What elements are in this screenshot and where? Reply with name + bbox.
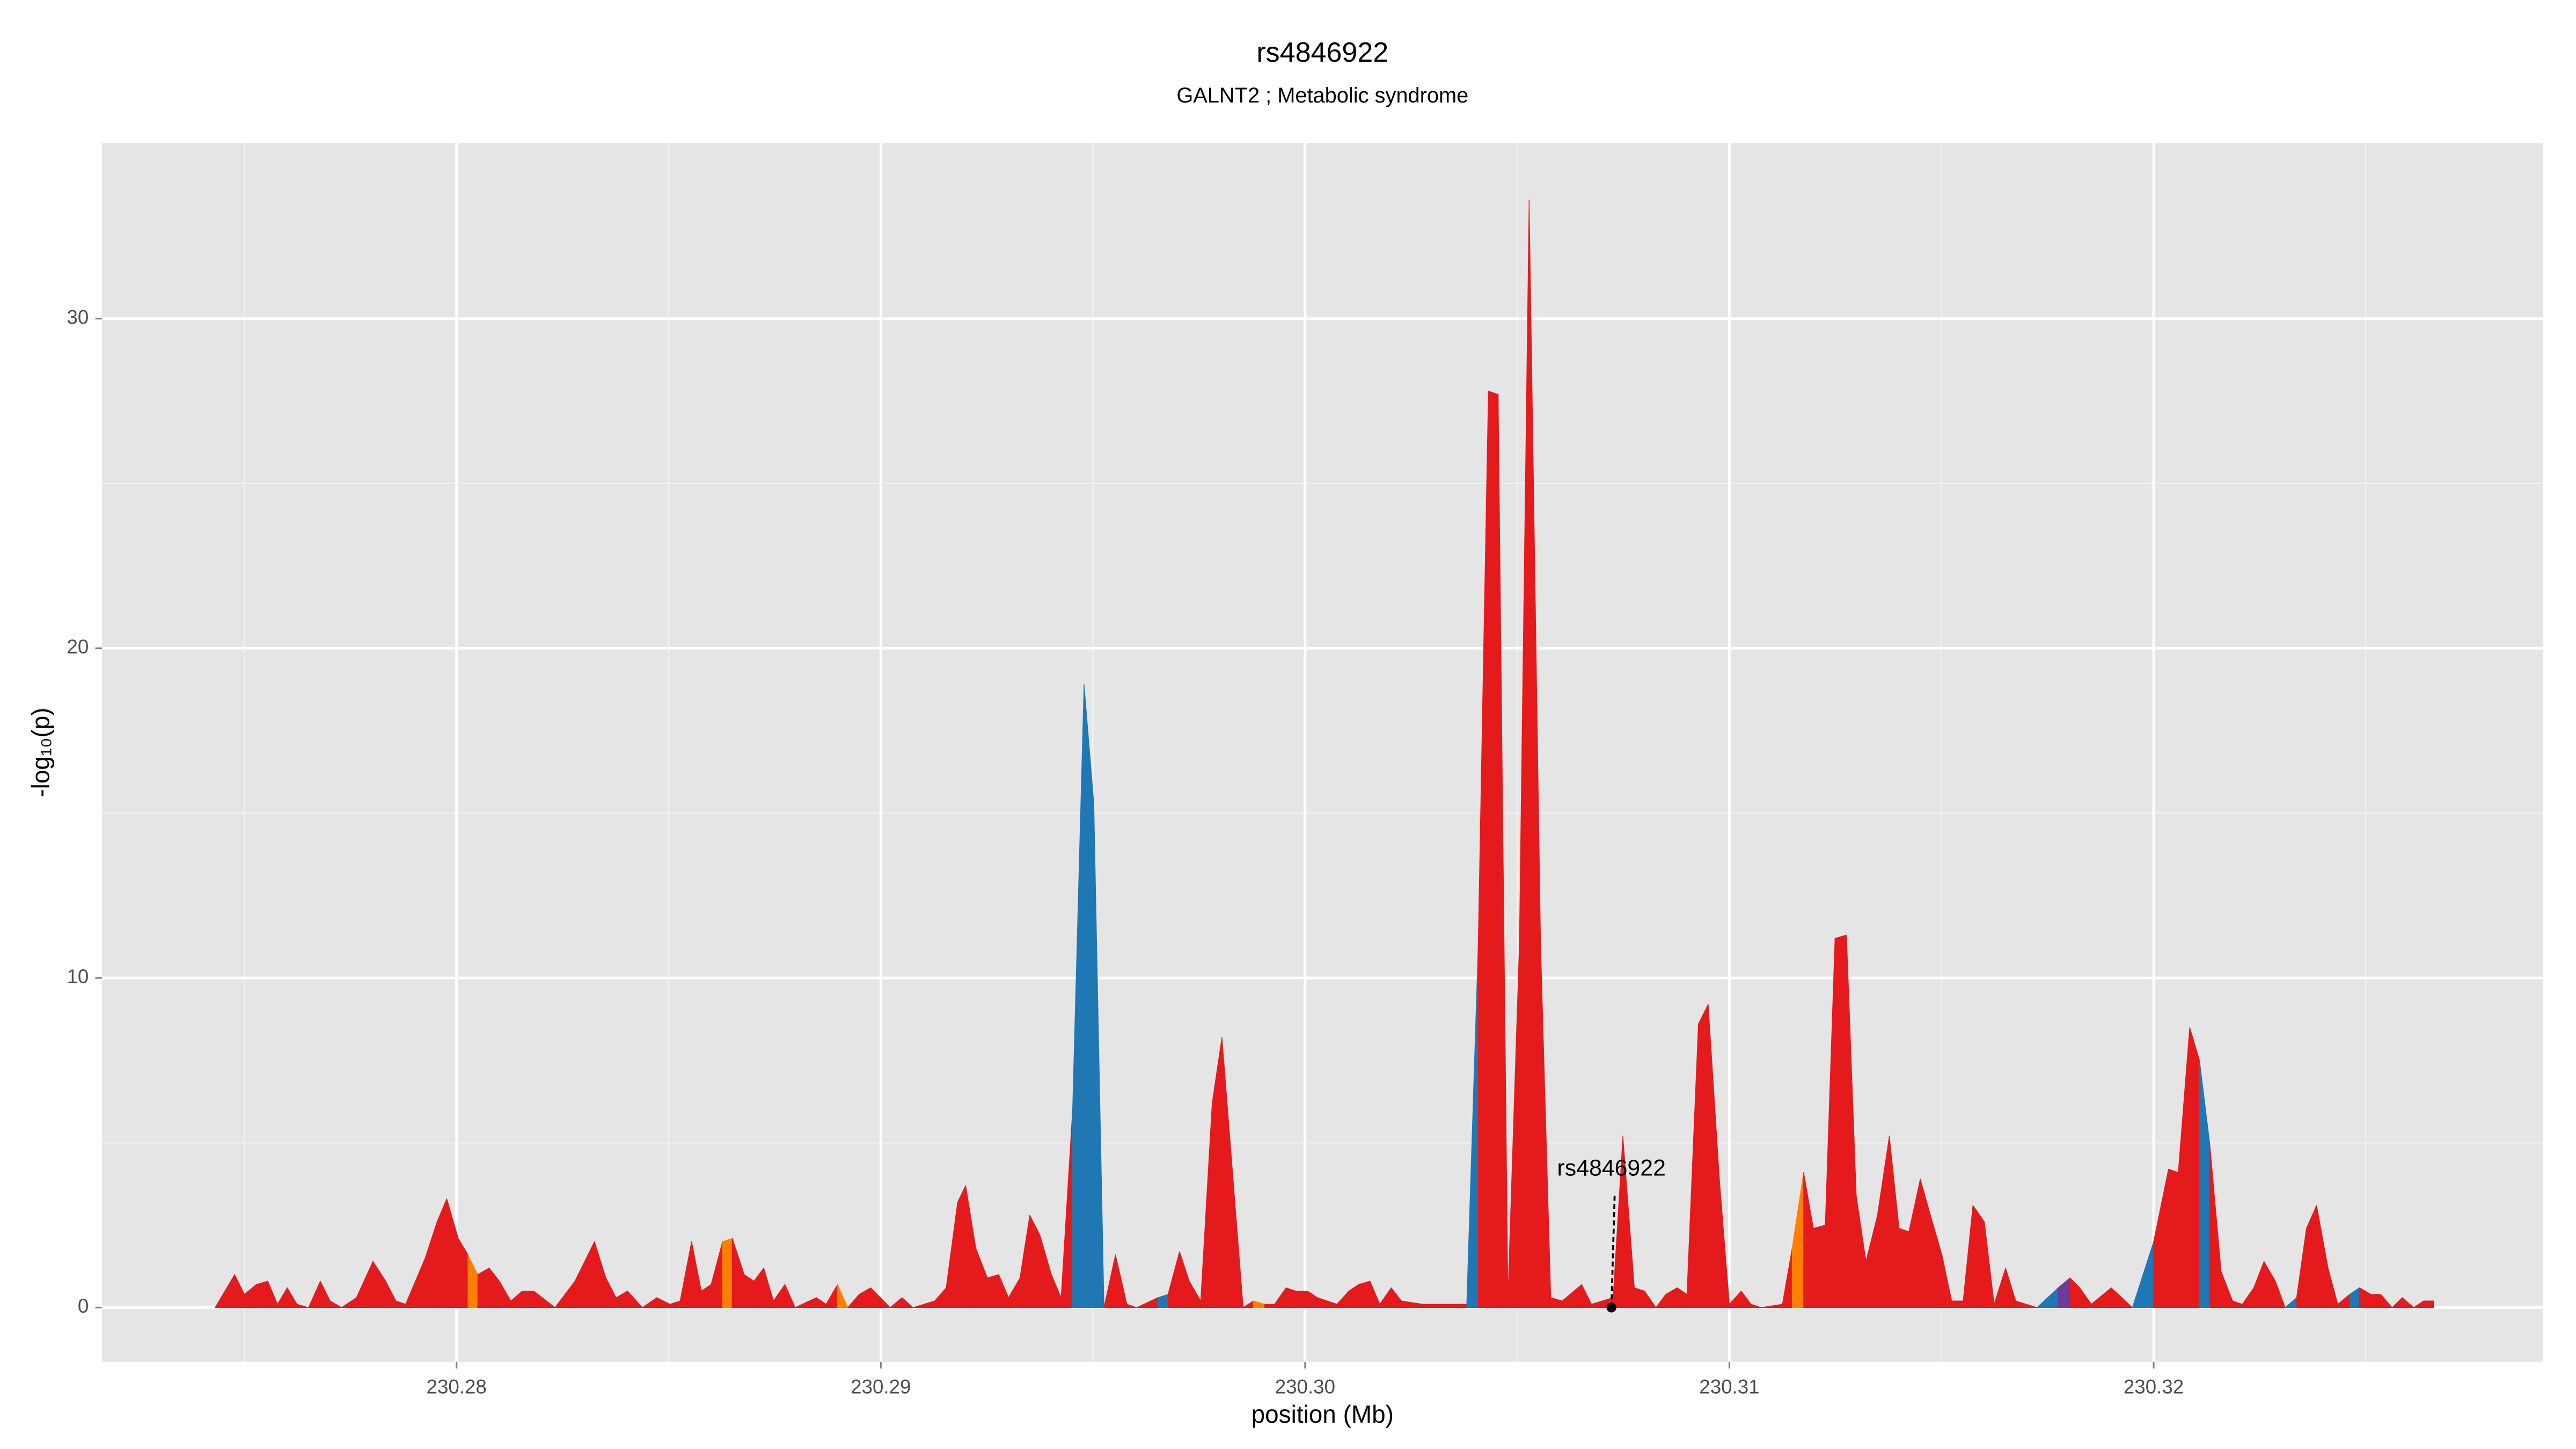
area-segment <box>1422 1304 1445 1308</box>
area-segment <box>2189 1027 2200 1308</box>
area-segment <box>722 1238 733 1308</box>
area-segment <box>255 1280 268 1308</box>
chart-subtitle: GALNT2 ; Metabolic syndrome <box>1176 84 1468 107</box>
area-segment <box>296 1304 309 1308</box>
y-tick-label: 20 <box>67 636 89 658</box>
area-segment <box>1295 1291 1308 1308</box>
area-segment <box>1488 391 1499 1308</box>
area-segment <box>957 1185 967 1308</box>
area-segment <box>522 1291 535 1308</box>
plot-panel <box>101 143 2543 1362</box>
area-segment <box>1899 1228 1909 1308</box>
area-segment <box>1264 1304 1275 1308</box>
area-segment <box>837 1284 848 1308</box>
annotation-leader <box>1610 1192 1616 1308</box>
area-segment <box>902 1297 913 1308</box>
area-segment <box>1126 1304 1137 1308</box>
area-segment <box>627 1291 643 1308</box>
area-segment <box>1834 934 1847 1308</box>
annotation-label: rs4846922 <box>1557 1155 1665 1181</box>
x-tick-label: 230.32 <box>2124 1375 2184 1397</box>
y-tick-label: 0 <box>78 1295 89 1317</box>
area-segment <box>785 1284 796 1308</box>
area-segment <box>533 1291 555 1308</box>
area-segment <box>2380 1294 2392 1308</box>
area-segment <box>2423 1300 2434 1308</box>
area-segment <box>1644 1291 1657 1308</box>
area-segment <box>2275 1280 2286 1308</box>
area-segment <box>987 1274 999 1308</box>
area-segment <box>1358 1280 1371 1308</box>
x-tick-label: 230.30 <box>1275 1375 1335 1397</box>
area-segment <box>330 1300 342 1308</box>
y-tick-label: 10 <box>67 965 89 987</box>
chart-title: rs4846922 <box>1256 37 1388 68</box>
area-segment <box>1813 1225 1826 1308</box>
area-segment <box>1698 1004 1709 1308</box>
area-segment <box>1972 1205 1985 1308</box>
area-segment <box>2168 1168 2179 1308</box>
area-segment <box>1093 803 1104 1308</box>
x-tick-label: 230.29 <box>851 1375 911 1397</box>
area-segment <box>2015 1300 2038 1308</box>
area-segment <box>1951 1300 1964 1308</box>
area-segment <box>2111 1287 2133 1308</box>
annotation-point <box>1606 1302 1616 1313</box>
area-segment <box>2402 1297 2414 1308</box>
x-axis-title: position (Mb) <box>1252 1400 1394 1428</box>
area-segment <box>1634 1287 1645 1308</box>
area-segment <box>1285 1287 1297 1308</box>
x-tick-label: 230.31 <box>1699 1375 1759 1397</box>
y-tick-label: 30 <box>67 306 89 328</box>
x-tick-label: 230.28 <box>427 1375 487 1397</box>
y-axis-title: -log₁₀(p) <box>27 707 55 797</box>
area-segment <box>1751 1304 1762 1308</box>
area-segment <box>2370 1294 2381 1308</box>
area-segment <box>1221 1037 1244 1308</box>
area-segment <box>880 1297 891 1308</box>
area-segment <box>1443 1304 1467 1308</box>
area-segment <box>477 1268 490 1308</box>
